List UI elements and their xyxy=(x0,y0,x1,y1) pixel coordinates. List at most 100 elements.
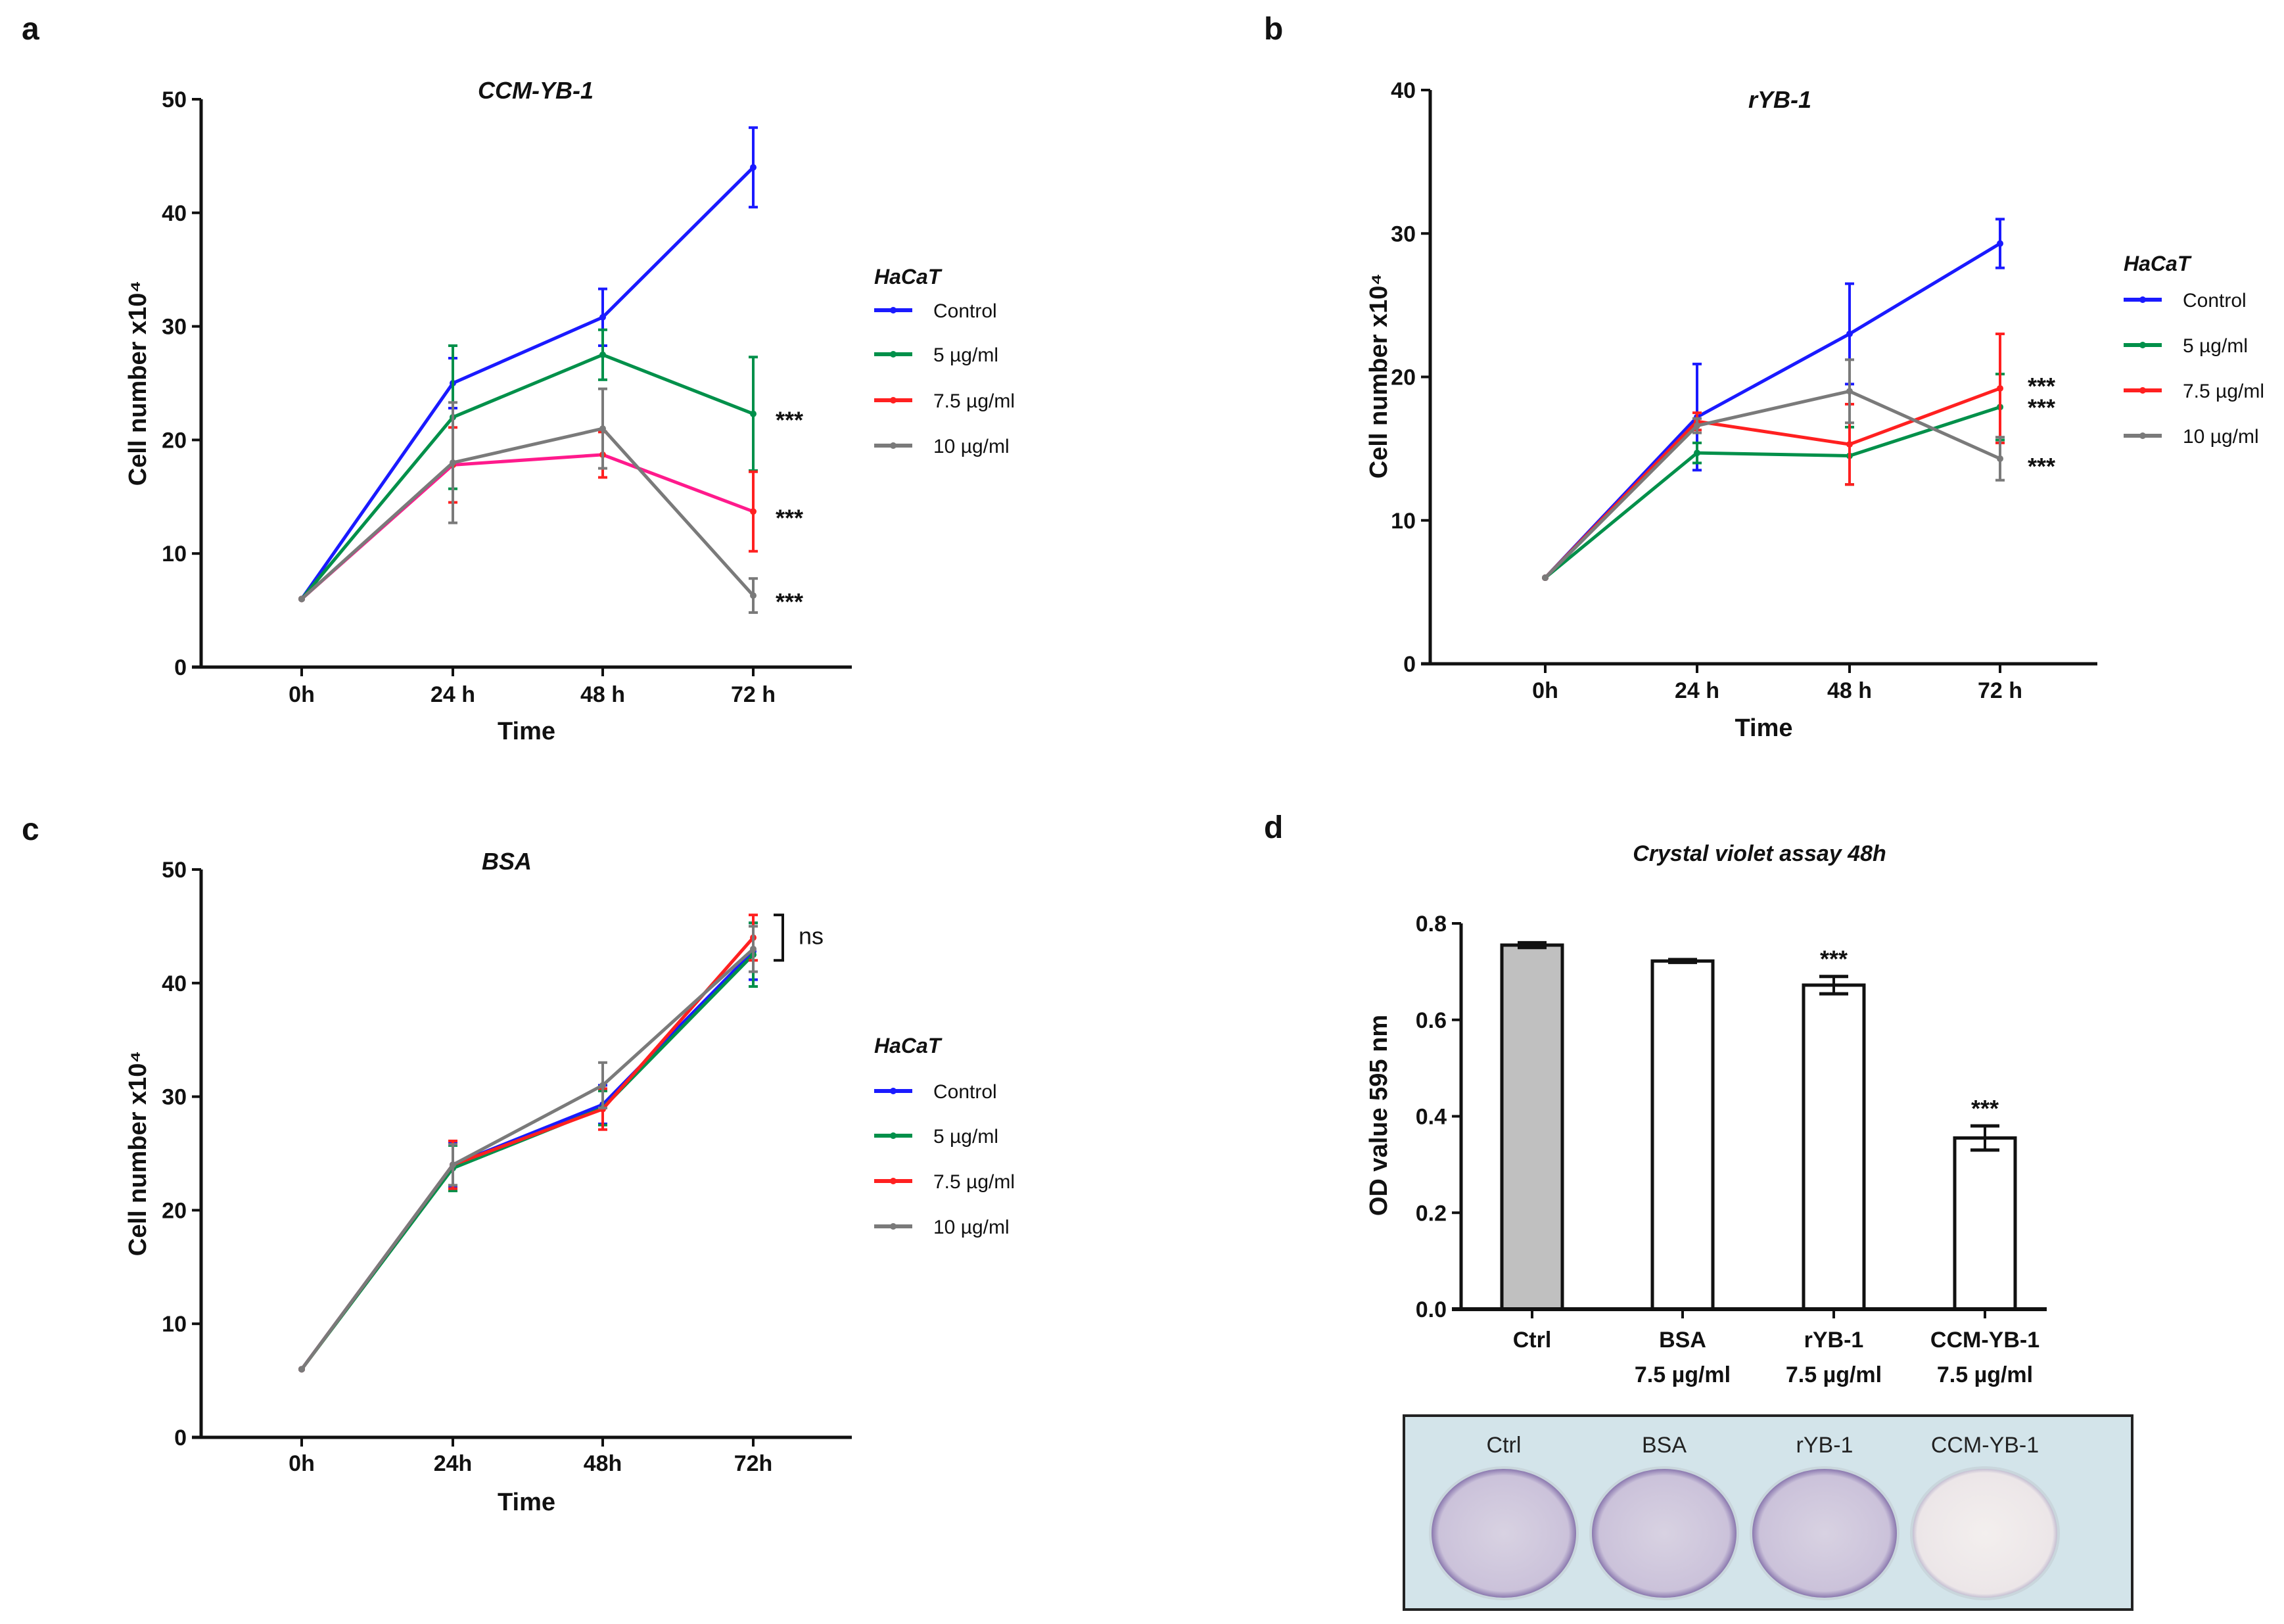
legend-label: 7.5 µg/ml xyxy=(2183,381,2264,402)
significance-stars: *** xyxy=(2028,453,2055,480)
data-point xyxy=(1846,441,1853,448)
bar-chart-d: Crystal violet assay 48h 0.0 0.2 0.4 0.6 0.8 O… xyxy=(1365,841,2047,1387)
chart-title: rYB-1 xyxy=(1748,86,1811,113)
well-label: BSA xyxy=(1642,1433,1687,1458)
x-tick-label: 72h xyxy=(734,1451,773,1476)
line-chart-c: BSA 0 10 20 30 40 50 0h 24h 48h 72h Time Cell number… xyxy=(124,848,1015,1516)
panel-letter: d xyxy=(1264,810,1283,845)
data-point xyxy=(599,351,606,358)
series-2 xyxy=(298,914,758,1373)
culture-well xyxy=(1910,1466,2060,1600)
x-tick-label: 72 h xyxy=(731,682,776,707)
x-tick-label: rYB-1 xyxy=(1804,1328,1864,1353)
x-tick-label: 0h xyxy=(1532,678,1558,703)
line-chart-b: rYB-1 0 10 20 30 40 0h 24 h 48 h 72 h Time Cell num… xyxy=(1365,78,2264,742)
legend-marker xyxy=(2139,387,2146,394)
well-label: Ctrl xyxy=(1487,1433,1522,1458)
series-3 xyxy=(1542,358,2005,582)
x-tick-label: Ctrl xyxy=(1513,1328,1552,1353)
data-point xyxy=(599,313,606,321)
y-tick-label: 0 xyxy=(174,1426,187,1450)
legend-marker xyxy=(890,397,897,404)
x-axis-label: Time xyxy=(498,718,555,745)
data-point xyxy=(599,425,606,432)
legend-title: HaCaT xyxy=(874,1034,943,1057)
panel-letter: a xyxy=(22,12,39,47)
significance-stars: *** xyxy=(776,504,803,531)
data-point xyxy=(1846,331,1853,338)
series-0 xyxy=(298,921,758,1373)
x-tick-label: 72 h xyxy=(1978,678,2022,703)
series-line xyxy=(300,453,754,601)
legend-label: Control xyxy=(2183,290,2247,312)
y-tick-label: 30 xyxy=(162,1085,187,1110)
y-tick-label: 0 xyxy=(1403,652,1416,677)
data-point xyxy=(599,1082,606,1089)
legend-label: 5 µg/ml xyxy=(2183,335,2248,357)
y-tick-label: 0.2 xyxy=(1416,1201,1447,1226)
significance-bracket xyxy=(774,914,784,962)
data-point xyxy=(298,595,305,603)
y-tick-label: 50 xyxy=(162,87,187,112)
series-1 xyxy=(298,328,758,603)
series-3 xyxy=(298,387,758,615)
series-line xyxy=(1544,242,2001,579)
y-tick-label: 40 xyxy=(1391,78,1416,103)
bar xyxy=(1650,959,1715,1311)
series-1 xyxy=(298,921,758,1373)
legend-marker xyxy=(2139,432,2146,439)
series-2 xyxy=(298,426,758,603)
bar xyxy=(1802,983,1866,1311)
series-2 xyxy=(1542,333,2005,582)
series-line xyxy=(300,937,755,1370)
significance-stars: *** xyxy=(776,407,803,434)
crystal-violet-photo: Ctrl BSA rYB-1 CCM-YB-1 xyxy=(1403,1414,2133,1611)
x-tick-label: 24 h xyxy=(1675,678,1719,703)
legend-label: Control xyxy=(933,1081,997,1103)
y-axis-label: Cell number x10⁴ xyxy=(124,281,152,486)
well-label: rYB-1 xyxy=(1796,1433,1853,1458)
y-tick-label: 30 xyxy=(1391,221,1416,246)
culture-well xyxy=(1750,1466,1899,1600)
line-chart-a: CCM-YB-1 0 10 20 30 40 50 0h 24 h 48 h 72 h Time Cel… xyxy=(124,77,1015,745)
legend-marker xyxy=(890,351,897,358)
panel-letter: c xyxy=(22,812,39,847)
legend-marker xyxy=(890,1223,897,1230)
legend-marker xyxy=(2139,296,2146,303)
x-tick-label: 0h xyxy=(289,682,315,707)
y-tick-label: 10 xyxy=(162,1312,187,1337)
data-point xyxy=(750,164,757,171)
y-tick-label: 0.4 xyxy=(1416,1105,1447,1130)
y-tick-label: 20 xyxy=(162,428,187,453)
y-tick-label: 30 xyxy=(162,315,187,340)
legend-label: 5 µg/ml xyxy=(933,344,998,366)
legend-label: 10 µg/ml xyxy=(2183,426,2259,448)
x-tick-sublabel: 7.5 µg/ml xyxy=(1635,1362,1731,1387)
x-tick-label: BSA xyxy=(1659,1328,1706,1353)
y-tick-label: 50 xyxy=(162,858,187,883)
data-point xyxy=(1694,422,1700,429)
data-point xyxy=(1694,450,1700,457)
chart-title: CCM-YB-1 xyxy=(478,77,594,104)
series-3 xyxy=(298,925,758,1373)
bar xyxy=(1953,1136,2017,1311)
panel-letter: b xyxy=(1264,12,1283,47)
significance-stars: *** xyxy=(1971,1095,1999,1122)
legend-label: 10 µg/ml xyxy=(933,436,1010,457)
series-line xyxy=(300,353,754,600)
legend-title: HaCaT xyxy=(874,265,943,289)
y-tick-label: 0 xyxy=(174,655,187,680)
data-point xyxy=(1542,574,1549,582)
y-tick-label: 0.0 xyxy=(1416,1297,1447,1322)
significance-stars: *** xyxy=(2028,394,2055,421)
legend-marker xyxy=(890,307,897,313)
y-axis-label: Cell number x10⁴ xyxy=(1365,273,1393,478)
legend-marker xyxy=(890,442,897,449)
data-point xyxy=(1997,384,2003,392)
significance-stars: *** xyxy=(2028,373,2055,400)
x-tick-label: 24h xyxy=(434,1451,473,1476)
data-point xyxy=(1997,240,2003,247)
data-point xyxy=(1846,388,1853,395)
chart-title: BSA xyxy=(482,848,532,875)
